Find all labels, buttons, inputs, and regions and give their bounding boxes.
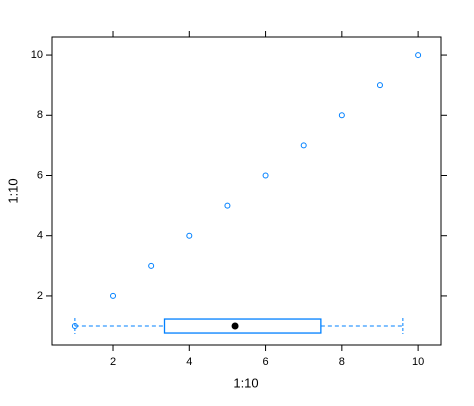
x-tick-label: 10	[412, 356, 424, 368]
y-tick-label: 2	[37, 290, 43, 302]
x-tick-label: 6	[263, 356, 269, 368]
y-tick-label: 10	[31, 49, 43, 61]
y-tick-label: 4	[37, 230, 43, 242]
x-tick-label: 8	[339, 356, 345, 368]
median	[231, 322, 239, 330]
point	[186, 232, 193, 239]
x-tick-label: 2	[110, 356, 116, 368]
x-tick-label: 4	[186, 356, 192, 368]
point	[262, 172, 269, 179]
point	[415, 52, 422, 59]
box	[163, 318, 322, 334]
point	[376, 82, 383, 89]
point	[300, 142, 307, 149]
point	[110, 292, 117, 299]
x-axis-title: 1:10	[233, 375, 258, 390]
panel-frame	[51, 36, 442, 346]
point	[148, 262, 155, 269]
y-tick-label: 6	[37, 169, 43, 181]
point	[338, 112, 345, 119]
y-axis-title: 1:10	[5, 178, 20, 203]
y-tick-label: 8	[37, 109, 43, 121]
point	[224, 202, 231, 209]
